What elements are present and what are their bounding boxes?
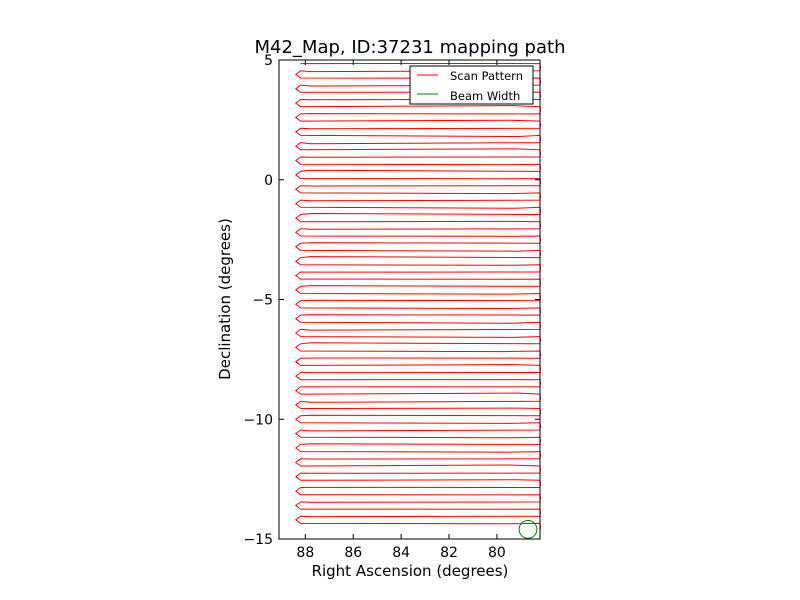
- y-axis: 5 0 −5 −10 −15: [243, 53, 540, 548]
- y-tick-label: −5: [252, 293, 273, 309]
- x-tick-label: 82: [440, 545, 458, 561]
- legend-label-scan-pattern: Scan Pattern: [450, 69, 523, 83]
- beam-width-circle: [518, 520, 538, 539]
- legend-label-beam-width: Beam Width: [450, 89, 520, 103]
- y-tick-label: −10: [243, 412, 273, 428]
- y-tick-label: −15: [243, 532, 273, 548]
- legend-box: [409, 65, 534, 105]
- legend: Scan Pattern Beam Width: [409, 65, 534, 105]
- x-tick-label: 88: [296, 545, 314, 561]
- x-tick-label: 84: [392, 545, 410, 561]
- chart-title: M42_Map, ID:37231 mapping path: [255, 37, 566, 58]
- y-tick-label: 5: [264, 53, 273, 69]
- plot-area: [278, 59, 542, 540]
- x-axis: 88 86 84 82 80: [296, 60, 506, 561]
- x-tick-label: 86: [344, 545, 362, 561]
- plot-background: [279, 60, 540, 539]
- y-axis-label: Declination (degrees): [216, 218, 234, 380]
- x-axis-label: Right Ascension (degrees): [312, 562, 509, 580]
- x-tick-label: 80: [488, 545, 506, 561]
- y-tick-label: 0: [264, 173, 273, 189]
